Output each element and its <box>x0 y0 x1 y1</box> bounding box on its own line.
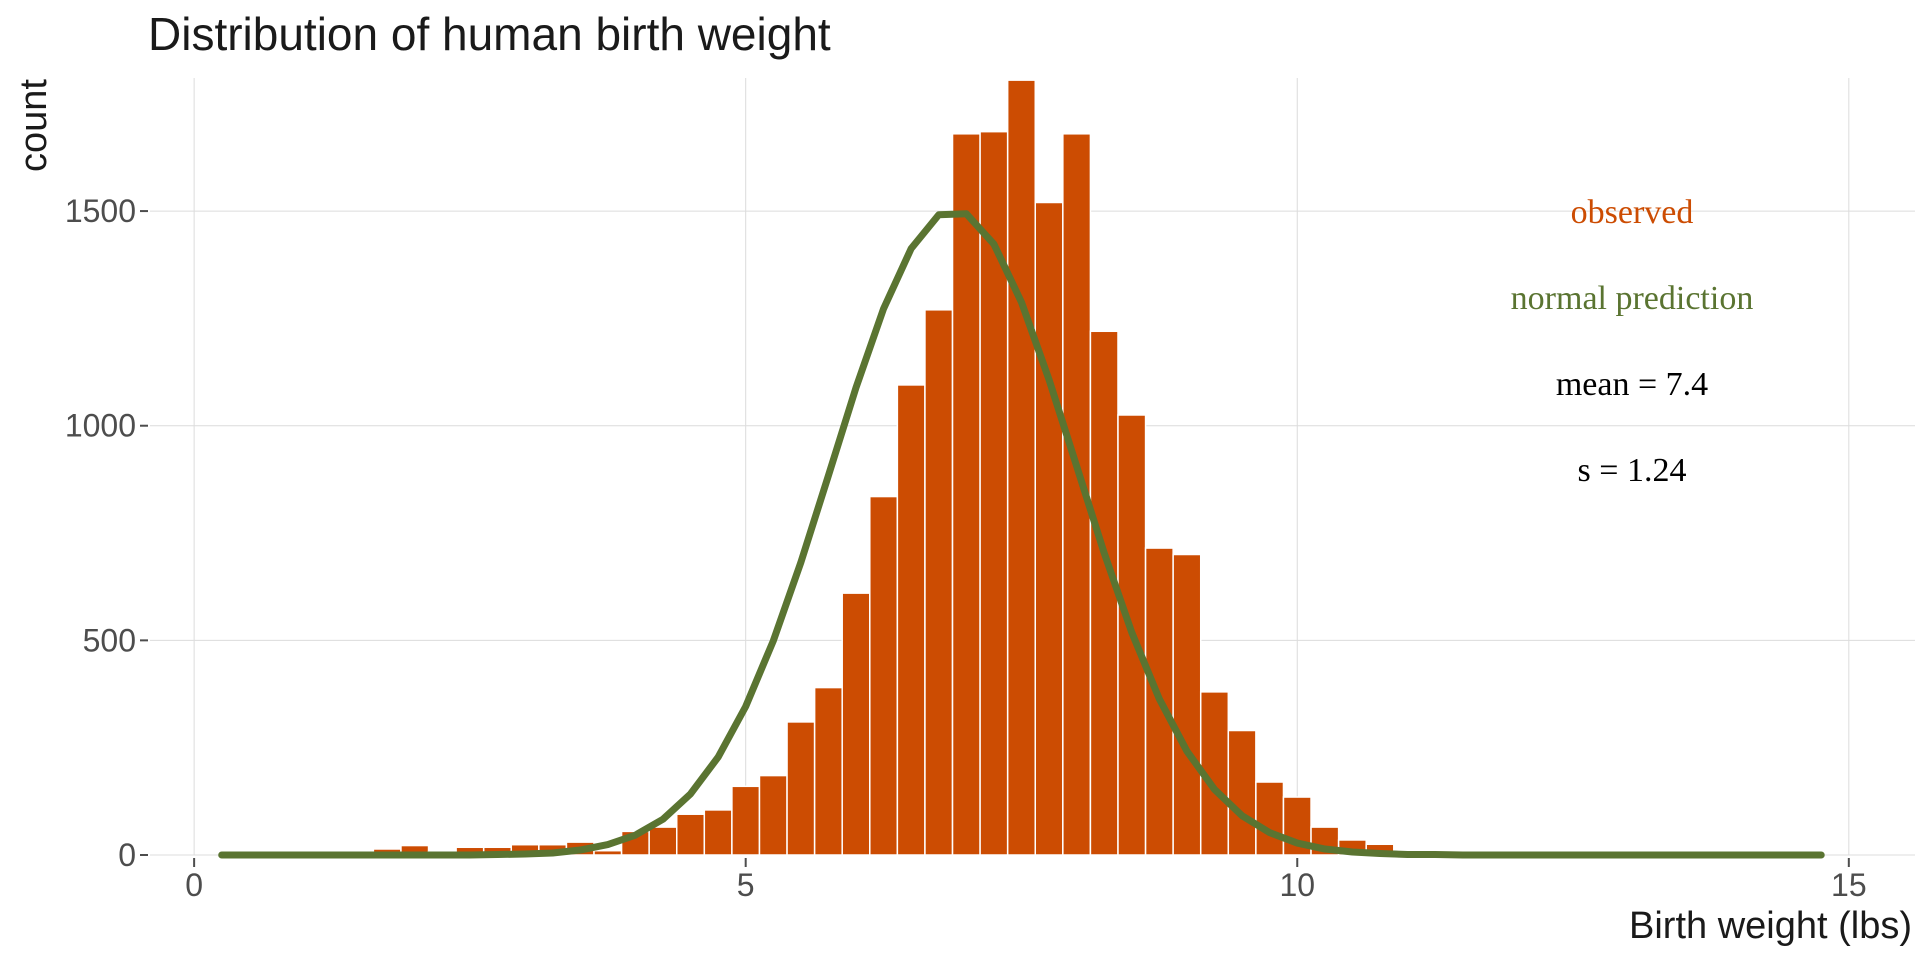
x-tick-label: 10 <box>1279 867 1315 903</box>
normal-curve <box>218 210 1825 859</box>
histogram-bar <box>813 686 843 856</box>
histogram-bar <box>896 384 926 856</box>
histogram-bar <box>758 774 788 856</box>
chart-title: Distribution of human birth weight <box>148 8 831 60</box>
y-tick-label: 0 <box>118 837 136 873</box>
histogram-bar <box>648 826 678 856</box>
axes: 0 5 10 15 0 500 1000 1500 <box>65 193 1867 903</box>
histogram-bar <box>593 849 623 856</box>
y-axis-title: count <box>13 79 55 172</box>
annotation-1: normal prediction <box>1511 280 1754 317</box>
histogram-bar <box>924 309 954 856</box>
histogram-bar <box>1255 781 1285 856</box>
histogram-bar <box>869 495 899 856</box>
annotations: observed normal prediction mean = 7.4 s = 1… <box>1511 194 1754 489</box>
histogram-bar <box>703 809 733 856</box>
histogram-bar <box>841 592 871 856</box>
annotation-3: s = 1.24 <box>1578 452 1687 489</box>
histogram-bar <box>675 813 706 856</box>
histogram-bar <box>1172 553 1202 856</box>
histogram-bar <box>951 133 981 856</box>
annotation-2: mean = 7.4 <box>1556 366 1708 403</box>
histogram-bar <box>1006 79 1037 856</box>
x-axis-title: Birth weight (lbs) <box>1629 905 1912 947</box>
histogram-bar <box>731 785 761 856</box>
x-tick-label: 5 <box>737 867 755 903</box>
observed-bars <box>372 79 1423 856</box>
annotation-0: observed <box>1571 194 1694 231</box>
x-tick-label: 15 <box>1831 867 1867 903</box>
x-tick-label: 0 <box>185 867 203 903</box>
y-tick-label: 500 <box>83 622 136 658</box>
histogram-bar <box>1227 729 1257 856</box>
normal-curve-layer <box>218 210 1825 859</box>
y-tick-label: 1000 <box>65 408 136 444</box>
histogram-bar <box>1034 201 1064 856</box>
histogram-bar <box>786 721 816 856</box>
y-tick-label: 1500 <box>65 193 136 229</box>
histogram-bar <box>1089 330 1119 856</box>
